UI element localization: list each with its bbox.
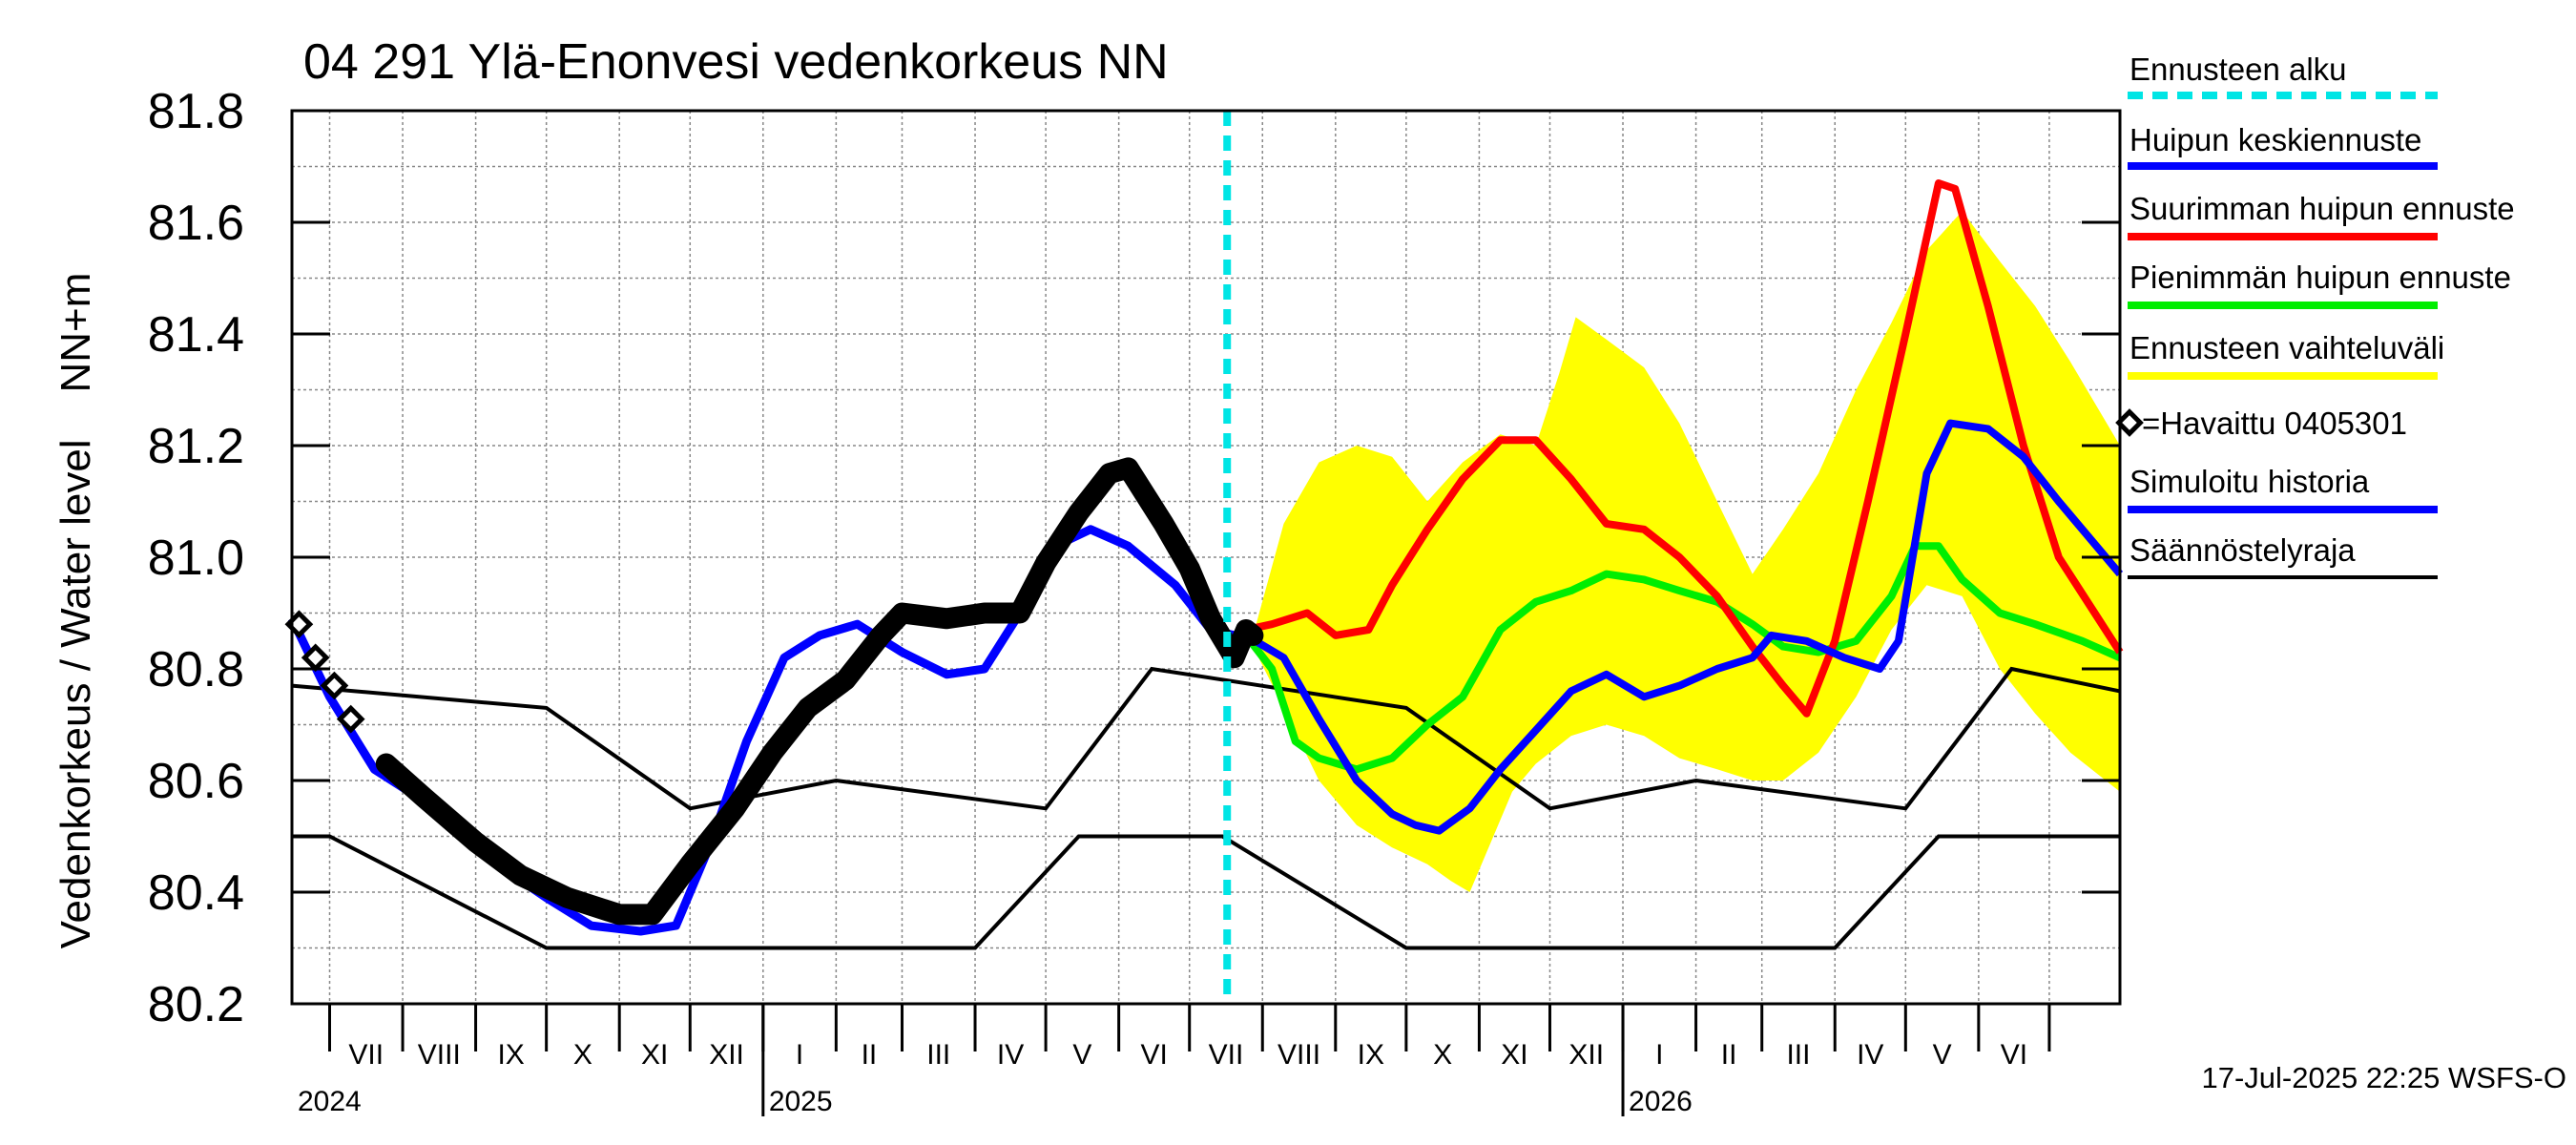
y-tick-label: 81.4	[148, 307, 244, 363]
observed-point	[336, 704, 365, 734]
chart-title: 04 291 Ylä-Enonvesi vedenkorkeus NN	[303, 34, 1169, 90]
y-tick-label: 81.0	[148, 531, 244, 586]
x-month-label: IV	[1857, 1039, 1883, 1071]
y-tick-label: 80.4	[148, 865, 244, 921]
legend-forecast-start-label: Ennusteen alku	[2129, 52, 2347, 87]
x-month-label: VII	[348, 1039, 384, 1071]
forecast-range-band	[1253, 211, 2120, 893]
x-month-label: V	[1933, 1039, 1952, 1071]
x-year-label: 2024	[298, 1086, 362, 1117]
legend-observed-marker	[2115, 408, 2144, 437]
legend: Ennusteen alku Huipun keskiennuste Suuri…	[2115, 52, 2515, 579]
timestamp: 17-Jul-2025 22:25 WSFS-O	[2201, 1061, 2566, 1094]
regulation-lower-line	[292, 834, 2120, 950]
x-month-label: V	[1072, 1039, 1091, 1071]
y-tick-label: 81.6	[148, 196, 244, 251]
legend-observed-label: =Havaittu 0405301	[2142, 406, 2407, 441]
x-month-label: XI	[641, 1039, 668, 1071]
x-month-label: III	[926, 1039, 950, 1071]
legend-mean-peak-label: Huipun keskiennuste	[2129, 122, 2421, 157]
x-month-label: II	[862, 1039, 878, 1071]
observed-point	[320, 671, 349, 700]
x-month-label: III	[1786, 1039, 1810, 1071]
y-tick-label: 80.6	[148, 754, 244, 809]
mean-peak-forecast-line	[1243, 419, 2124, 835]
observed-point	[301, 643, 330, 673]
legend-max-peak-label: Suurimman huipun ennuste	[2129, 191, 2515, 226]
y-tick-label: 81.8	[148, 84, 244, 139]
legend-min-peak-label: Pienimmän huipun ennuste	[2129, 260, 2511, 295]
x-month-label: I	[1655, 1039, 1663, 1071]
x-month-label: VI	[2001, 1039, 2027, 1071]
x-month-label: IV	[997, 1039, 1024, 1071]
x-month-label: IX	[497, 1039, 524, 1071]
x-month-label: VIII	[1278, 1039, 1320, 1071]
x-month-label: X	[573, 1039, 592, 1071]
x-year-label: 2025	[769, 1086, 833, 1117]
y-tick-label: 80.2	[148, 977, 244, 1032]
x-month-label: II	[1721, 1039, 1737, 1071]
x-month-label: VII	[1209, 1039, 1244, 1071]
observed-point	[284, 610, 314, 639]
x-month-label: VI	[1141, 1039, 1168, 1071]
x-month-label: I	[796, 1039, 803, 1071]
legend-range-label: Ennusteen vaihteluväli	[2129, 330, 2444, 365]
x-month-label: XI	[1501, 1039, 1527, 1071]
y-tick-label: 81.2	[148, 419, 244, 474]
observed-line	[375, 457, 1264, 926]
max-peak-forecast-line	[1245, 179, 2124, 718]
x-month-label: XII	[1568, 1039, 1604, 1071]
x-month-label: VIII	[418, 1039, 461, 1071]
plot-area	[284, 110, 2124, 1005]
y-tick-label: 80.8	[148, 642, 244, 697]
legend-regulation-label: Säännöstelyraja	[2129, 532, 2356, 568]
x-year-label: 2026	[1629, 1086, 1693, 1117]
legend-simulated-label: Simuloitu historia	[2129, 464, 2370, 499]
x-month-label: IX	[1358, 1039, 1384, 1071]
min-peak-forecast-line	[1242, 542, 2122, 774]
y-axis-label: Vedenkorkeus / Water level NN+m	[52, 273, 99, 949]
x-month-label: X	[1433, 1039, 1452, 1071]
x-month-label: XII	[709, 1039, 744, 1071]
